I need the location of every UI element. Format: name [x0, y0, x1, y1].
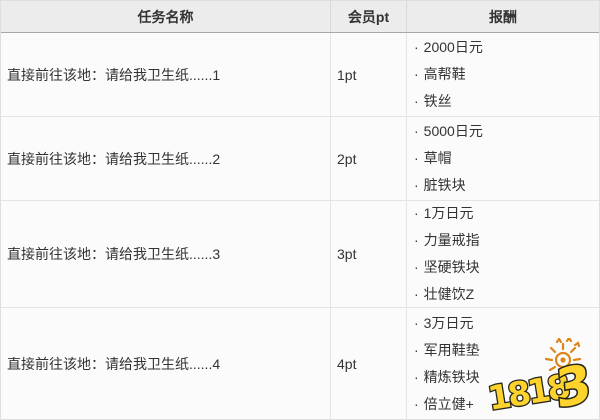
table-row: 直接前往该地：请给我卫生纸......3 3pt · 1万日元 · 力量戒指 · 坚硬…	[1, 201, 599, 308]
reward-item: · 1万日元	[414, 200, 599, 227]
reward-label: 脏铁块	[423, 177, 466, 193]
reward-label: 坚硬铁块	[423, 259, 480, 275]
bullet-dot: ·	[414, 341, 419, 358]
bullet-dot: ·	[414, 205, 419, 221]
reward-item: · 脏铁块	[414, 172, 599, 199]
bullet-dot: ·	[414, 93, 419, 109]
table-row: 直接前往该地：请给我卫生纸......2 2pt · 5000日元 · 草帽 · 脏铁…	[1, 117, 599, 201]
reward-cell: · 3万日元 · 军用鞋垫 · 精炼铁块 · 倍立健+	[407, 308, 599, 419]
bullet-dot: ·	[414, 39, 419, 55]
reward-label: 精炼铁块	[423, 368, 480, 385]
reward-item: · 铁丝	[414, 88, 599, 115]
bullet-dot: ·	[414, 66, 419, 82]
table-row: 直接前往该地：请给我卫生纸......1 1pt · 2000日元 · 高帮鞋 · 铁…	[1, 33, 599, 117]
reward-item: · 力量戒指	[414, 227, 599, 254]
reward-item: · 壮健饮Z	[414, 281, 599, 308]
pt-cell: 2pt	[331, 117, 407, 200]
pt-cell: 1pt	[331, 33, 407, 116]
header-member-pt: 会员pt	[331, 1, 407, 32]
reward-label: 倍立健+	[423, 395, 474, 412]
task-cell: 直接前往该地：请给我卫生纸......1	[1, 33, 331, 116]
bullet-dot: ·	[414, 177, 419, 193]
reward-label: 高帮鞋	[423, 66, 466, 82]
bullet-dot: ·	[414, 150, 419, 166]
bullet-dot: ·	[414, 123, 419, 139]
table-header-row: 任务名称 会员pt 报酬	[1, 1, 599, 33]
reward-label: 军用鞋垫	[423, 341, 480, 358]
task-cell: 直接前往该地：请给我卫生纸......4	[1, 308, 331, 419]
table-row: 直接前往该地：请给我卫生纸......4 4pt · 3万日元 · 军用鞋垫 · 精炼…	[1, 308, 599, 419]
header-reward: 报酬	[489, 8, 517, 25]
reward-item: · 坚硬铁块	[414, 254, 599, 281]
reward-item: · 倍立健+	[414, 391, 599, 418]
reward-item: · 5000日元	[414, 118, 599, 145]
reward-label: 壮健饮Z	[423, 286, 475, 302]
reward-label: 铁丝	[423, 93, 452, 109]
reward-item: · 草帽	[414, 145, 599, 172]
reward-cell: · 1万日元 · 力量戒指 · 坚硬铁块 · 壮健饮Z	[407, 201, 599, 307]
reward-label: 2000日元	[423, 39, 483, 55]
bullet-dot: ·	[414, 259, 419, 275]
bullet-dot: ·	[414, 232, 419, 248]
bullet-dot: ·	[414, 314, 419, 331]
pt-cell: 3pt	[331, 201, 407, 307]
reward-label: 力量戒指	[423, 232, 480, 248]
pt-cell: 4pt	[331, 308, 407, 419]
reward-cell: · 2000日元 · 高帮鞋 · 铁丝	[407, 33, 599, 116]
reward-item: · 军用鞋垫	[414, 337, 599, 364]
reward-label: 草帽	[423, 150, 452, 166]
reward-label: 1万日元	[423, 205, 474, 221]
bullet-dot: ·	[414, 368, 419, 385]
task-cell: 直接前往该地：请给我卫生纸......2	[1, 117, 331, 200]
reward-item: · 2000日元	[414, 34, 599, 61]
reward-cell: · 5000日元 · 草帽 · 脏铁块	[407, 117, 599, 200]
reward-label: 3万日元	[423, 314, 474, 331]
reward-item: · 高帮鞋	[414, 61, 599, 88]
task-cell: 直接前往该地：请给我卫生纸......3	[1, 201, 331, 307]
reward-label: 5000日元	[423, 123, 483, 139]
bullet-dot: ·	[414, 395, 419, 412]
reward-item: · 3万日元	[414, 310, 599, 337]
bullet-dot: ·	[414, 286, 419, 302]
header-task-name: 任务名称	[1, 1, 331, 32]
reward-item: · 精炼铁块	[414, 364, 599, 391]
